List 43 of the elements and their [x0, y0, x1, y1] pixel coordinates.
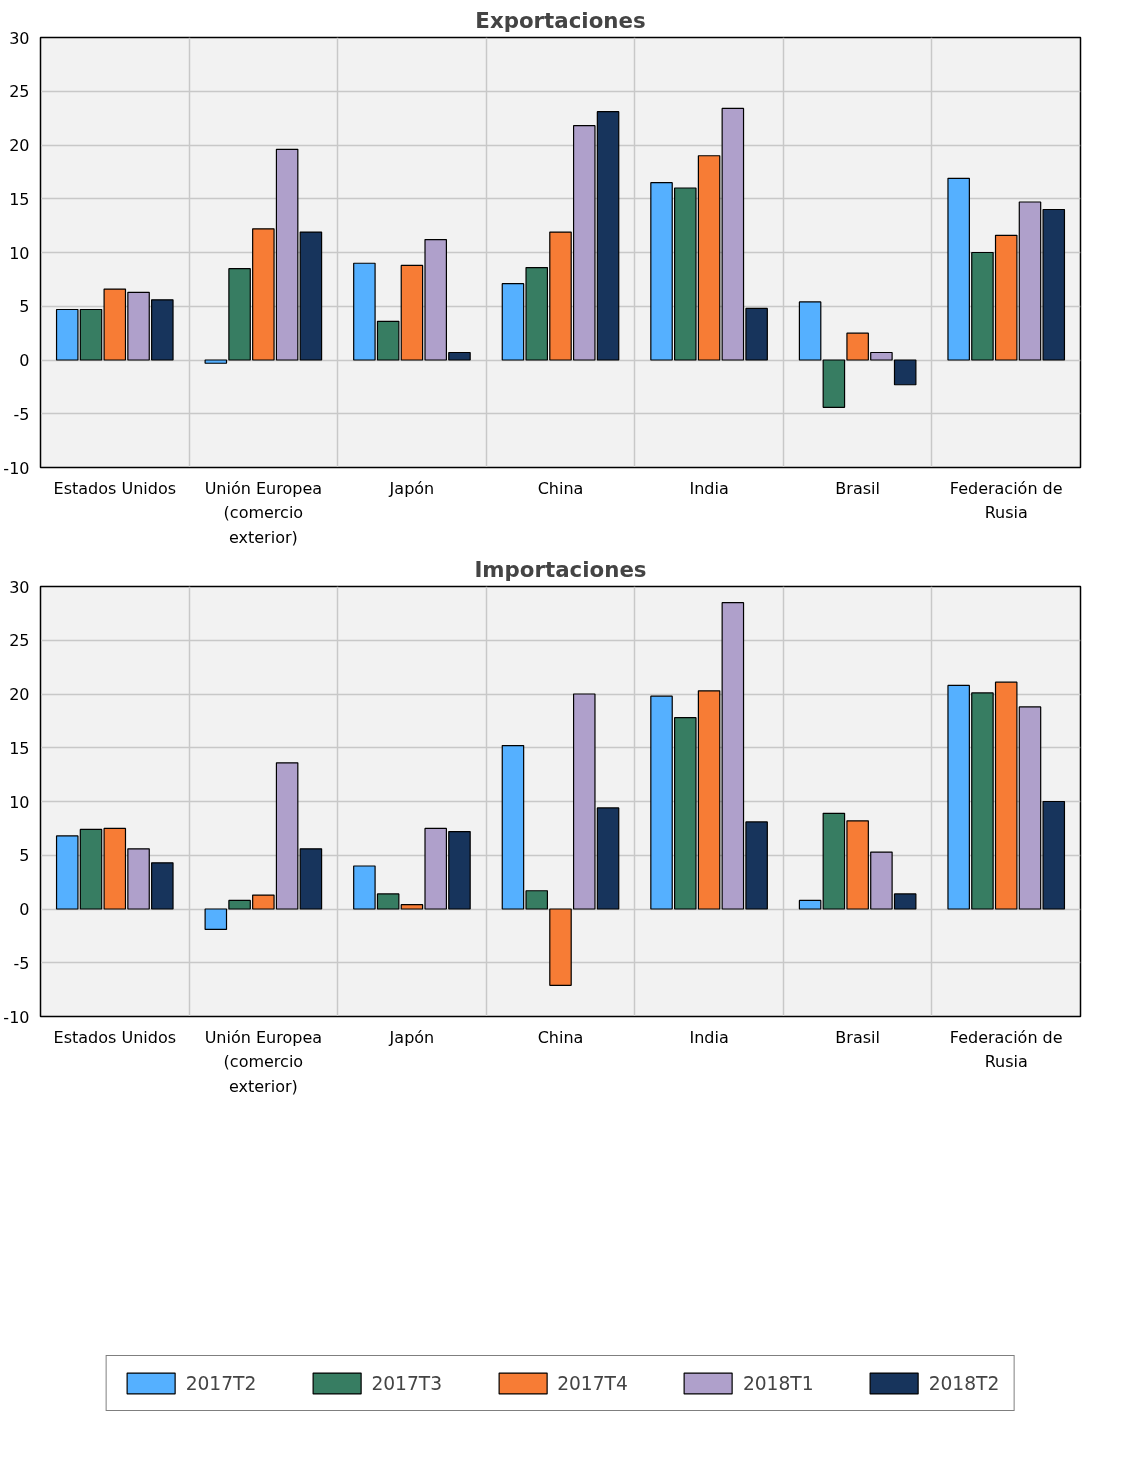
- legend-label: 2017T2: [185, 1372, 257, 1394]
- y-tick-label: 0: [19, 900, 30, 919]
- y-tick-label: -10: [3, 458, 30, 478]
- x-tick-label: Federación de Rusia: [949, 1027, 1063, 1072]
- x-tick-label: Japón: [388, 478, 435, 498]
- x-tick-label: Unión Europea (comercio exterior): [204, 1027, 323, 1096]
- x-tick-label: India: [689, 1027, 729, 1047]
- y-tick-label: 20: [9, 685, 30, 704]
- y-tick-label: -5: [13, 953, 30, 973]
- legend-label: 2017T4: [557, 1372, 628, 1394]
- bar: [798, 301, 822, 361]
- y-tick-label: 20: [9, 136, 30, 155]
- y-tick-label: -5: [13, 404, 30, 424]
- legend-label: 2017T3: [371, 1372, 443, 1394]
- x-tick-label: India: [689, 478, 729, 498]
- chart-title: Importaciones: [474, 556, 647, 582]
- x-tick-label: Brasil: [835, 478, 880, 498]
- y-tick-label: 25: [9, 631, 30, 651]
- x-tick-label: Brasil: [835, 1027, 880, 1047]
- y-tick-label: 25: [9, 82, 30, 102]
- x-tick-label: Estados Unidos: [53, 1027, 177, 1047]
- y-tick-label: 10: [9, 243, 30, 263]
- y-tick-label: 5: [19, 846, 30, 866]
- y-tick-label: 15: [9, 738, 30, 758]
- y-tick-label: 5: [19, 297, 30, 317]
- x-tick-label: Federación de Rusia: [949, 478, 1063, 523]
- bar: [798, 899, 822, 910]
- x-tick-label: China: [537, 478, 584, 498]
- y-tick-label: 30: [9, 577, 30, 597]
- x-tick-label: Estados Unidos: [53, 478, 177, 498]
- y-tick-label: -10: [3, 1007, 30, 1027]
- x-tick-label: Unión Europea (comercio exterior): [204, 478, 323, 547]
- y-tick-label: 15: [9, 189, 30, 209]
- bar: [299, 848, 323, 910]
- chart-title: Exportaciones: [475, 7, 646, 33]
- y-tick-label: 30: [9, 28, 30, 48]
- legend-label: 2018T2: [928, 1372, 1000, 1394]
- y-tick-label: 10: [9, 792, 30, 812]
- x-tick-label: Japón: [388, 1027, 435, 1047]
- y-tick-label: 0: [19, 351, 30, 370]
- bar: [299, 231, 323, 361]
- legend-label: 2018T1: [742, 1372, 814, 1394]
- x-tick-label: China: [537, 1027, 584, 1047]
